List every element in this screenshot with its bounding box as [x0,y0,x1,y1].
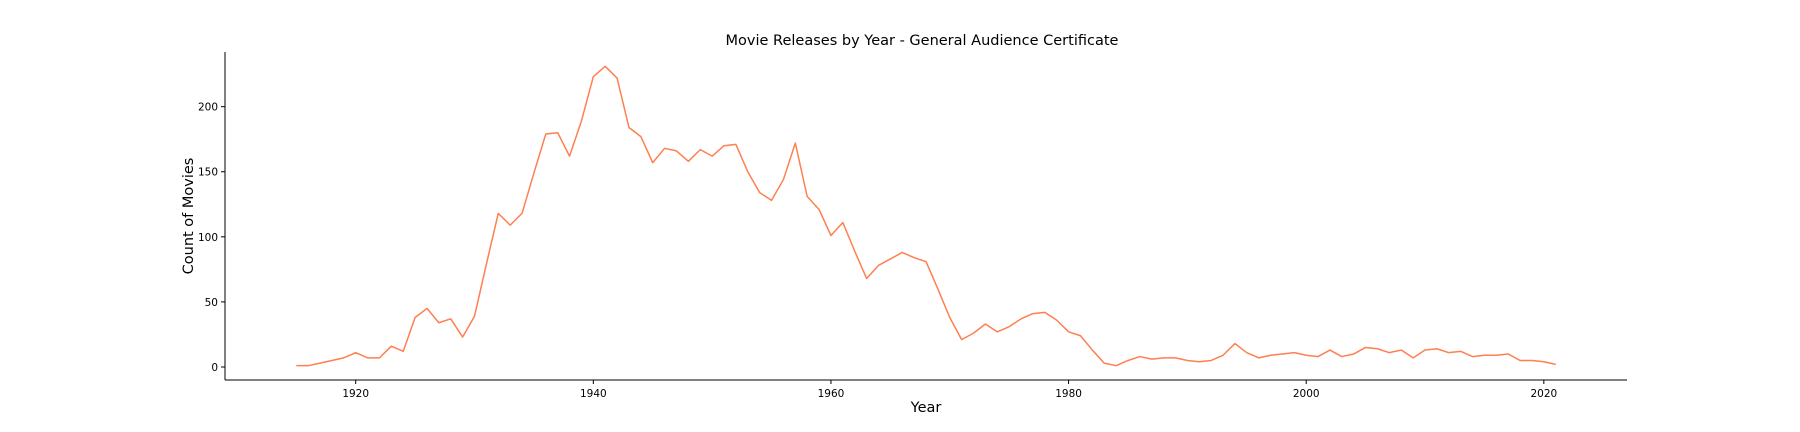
chart-title: Movie Releases by Year - General Audienc… [726,33,1119,49]
plot-area: 1920 1940 1960 1980 2000 2020 0 50 100 150 200 [198,52,1627,400]
y-tick-label: 150 [198,167,218,179]
y-ticks: 0 50 100 150 200 [198,102,225,374]
x-axis-label: Year [910,400,942,416]
x-tick-label: 1960 [818,388,845,400]
series-line [296,65,1556,367]
y-axis-label: Count of Movies [181,158,197,275]
x-tick-label: 1920 [342,388,369,400]
y-tick-label: 0 [211,362,218,374]
y-tick-label: 50 [205,297,218,309]
x-tick-label: 1980 [1055,388,1082,400]
y-tick-label: 200 [198,102,218,114]
x-tick-label: 2000 [1293,388,1320,400]
y-tick-label: 100 [198,232,218,244]
x-tick-label: 1940 [580,388,607,400]
x-tick-label: 2020 [1530,388,1557,400]
x-ticks: 1920 1940 1960 1980 2000 2020 [342,380,1557,400]
